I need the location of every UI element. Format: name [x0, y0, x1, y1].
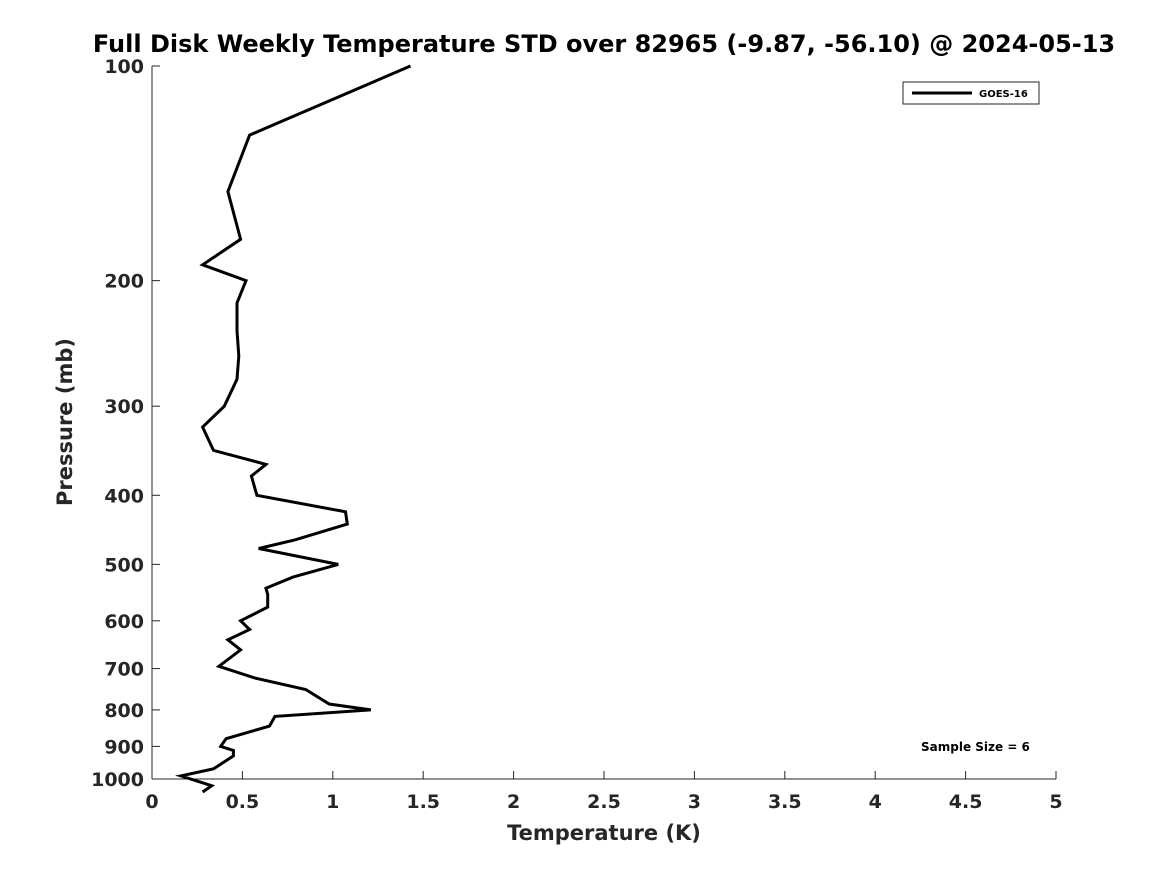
y-axis-label: Pressure (mb) — [53, 338, 77, 506]
x-tick-label: 1 — [326, 791, 339, 813]
series-layer — [175, 64, 412, 794]
x-tick-label: 0.5 — [226, 791, 260, 813]
x-axis-label: Temperature (K) — [507, 821, 701, 845]
y-tick-label: 600 — [104, 611, 144, 633]
x-tick-label: 2 — [507, 791, 520, 813]
series-line-goes-16 — [175, 64, 412, 794]
x-tick-label: 3 — [688, 791, 701, 813]
y-tick-label: 900 — [104, 736, 144, 758]
y-tick-label: 300 — [104, 396, 144, 418]
chart-title: Full Disk Weekly Temperature STD over 82… — [93, 30, 1115, 58]
x-tick-label: 4 — [869, 791, 882, 813]
y-tick-label: 800 — [104, 700, 144, 722]
x-tick-label: 4.5 — [949, 791, 983, 813]
y-tick-label: 400 — [104, 485, 144, 507]
x-tick-group: 0 0.5 1 1.5 2 2.5 3 3.5 4 4.5 5 — [145, 771, 1063, 813]
x-tick-label: 0 — [145, 791, 158, 813]
sample-size-annotation: Sample Size = 6 — [921, 740, 1030, 754]
y-tick-label: 500 — [104, 554, 144, 576]
legend: GOES-16 — [902, 81, 1040, 105]
x-tick-label: 2.5 — [587, 791, 621, 813]
x-tick-label: 5 — [1049, 791, 1062, 813]
x-tick-label: 1.5 — [406, 791, 440, 813]
y-tick-label: 100 — [104, 56, 144, 78]
y-tick-group: 100 200 300 400 500 600 700 800 900 1000 — [91, 56, 160, 791]
y-tick-label: 200 — [104, 271, 144, 293]
x-tick-label: 3.5 — [768, 791, 802, 813]
y-tick-label: 1000 — [91, 769, 144, 791]
legend-label-goes-16: GOES-16 — [979, 89, 1028, 100]
y-tick-label: 700 — [104, 659, 144, 681]
